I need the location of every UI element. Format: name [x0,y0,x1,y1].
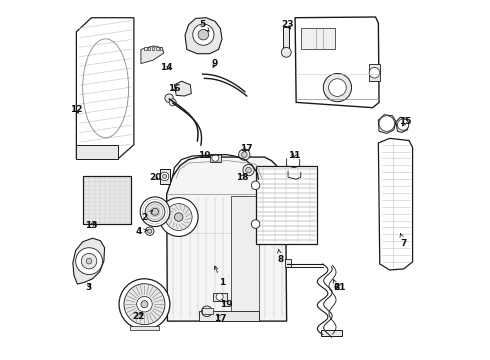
Text: 3: 3 [85,283,91,292]
Circle shape [140,197,170,226]
Polygon shape [141,46,164,64]
Text: 9: 9 [212,59,218,68]
Bar [369,64,380,81]
Text: 23: 23 [281,20,294,29]
Circle shape [193,24,214,45]
Circle shape [245,167,251,173]
Text: 17: 17 [241,144,253,153]
Polygon shape [185,18,222,54]
Polygon shape [76,18,134,159]
Bar [210,154,221,162]
Text: 7: 7 [400,233,407,248]
Circle shape [397,119,409,130]
Circle shape [251,220,260,228]
Circle shape [243,165,254,176]
Circle shape [242,152,247,157]
Polygon shape [295,17,379,108]
Text: 15: 15 [399,117,412,126]
Circle shape [169,99,176,106]
Circle shape [86,258,92,264]
Circle shape [159,198,198,237]
Bar [83,176,131,224]
Text: 1: 1 [215,266,225,287]
Circle shape [165,94,173,102]
Text: 19: 19 [220,300,232,309]
Circle shape [239,149,250,160]
Circle shape [165,204,192,230]
Bar [151,47,154,50]
Circle shape [160,172,169,181]
Circle shape [212,154,219,161]
Text: 13: 13 [85,221,98,230]
Circle shape [147,229,152,233]
Polygon shape [378,115,396,134]
Polygon shape [76,145,118,159]
Polygon shape [396,117,409,132]
Bar [148,47,150,50]
Polygon shape [378,138,413,270]
Bar [283,27,290,48]
Circle shape [146,227,154,235]
Circle shape [81,253,97,269]
Circle shape [137,296,152,312]
Bar [202,309,213,314]
Text: 8: 8 [277,249,283,264]
Circle shape [379,116,394,131]
Text: 5: 5 [199,20,209,31]
Circle shape [281,48,291,57]
Circle shape [329,79,346,96]
Circle shape [369,67,380,78]
Bar [83,176,131,224]
Bar [256,166,318,243]
Polygon shape [73,238,104,284]
Text: 16: 16 [168,84,181,93]
Bar [301,28,335,49]
Circle shape [119,279,170,330]
Text: 18: 18 [236,173,248,182]
Text: 11: 11 [288,151,301,160]
Polygon shape [174,81,192,96]
Circle shape [198,30,209,40]
Circle shape [174,213,183,221]
Polygon shape [231,196,259,318]
Text: 22: 22 [132,312,145,321]
Text: 17: 17 [214,314,226,323]
Circle shape [163,174,167,179]
Bar [321,330,342,336]
Polygon shape [167,157,287,321]
Polygon shape [199,311,259,321]
Text: 2: 2 [141,210,153,221]
Text: 6: 6 [333,280,340,292]
Text: 14: 14 [160,63,173,72]
Text: 10: 10 [198,151,211,160]
Text: 4: 4 [136,227,148,236]
Bar [156,47,159,50]
Circle shape [141,301,148,308]
Bar [130,326,159,330]
Circle shape [145,202,165,222]
Bar [160,170,170,184]
Bar [160,47,162,50]
Circle shape [151,208,159,215]
Circle shape [124,284,165,325]
Circle shape [216,293,223,300]
Bar [145,47,147,50]
Circle shape [251,181,260,189]
Circle shape [75,248,102,275]
Bar [285,259,291,267]
Text: 12: 12 [70,105,83,114]
Bar [213,293,227,301]
Text: 20: 20 [149,173,161,182]
Text: 21: 21 [333,283,346,292]
Circle shape [201,306,212,316]
Circle shape [323,73,351,102]
